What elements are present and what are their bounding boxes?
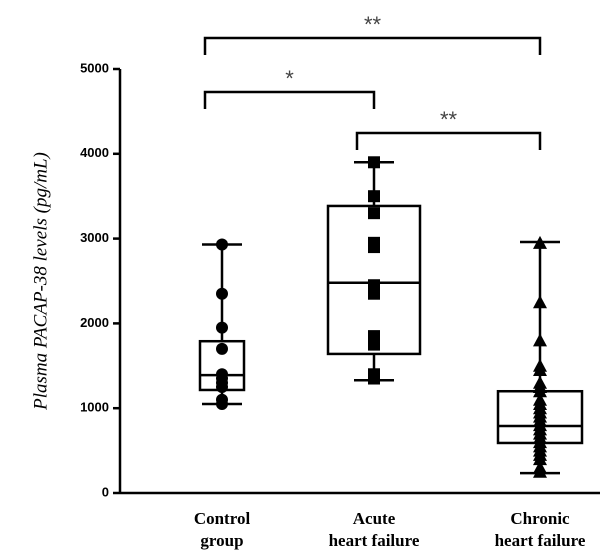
y-tick-label: 5000	[80, 60, 109, 75]
y-tick-label: 4000	[80, 145, 109, 160]
y-tick-label: 0	[102, 484, 109, 499]
point	[368, 241, 380, 254]
significance-bracket	[203, 36, 542, 55]
point	[216, 321, 228, 334]
point	[368, 372, 380, 385]
point	[216, 287, 228, 300]
y-axis-label: Plasma PACAP-38 levels (pg/mL)	[30, 152, 51, 411]
point	[533, 384, 547, 398]
point	[533, 464, 547, 478]
significance-bracket	[355, 131, 542, 150]
point	[533, 452, 547, 466]
point	[368, 338, 380, 351]
box	[326, 204, 422, 356]
point	[216, 381, 228, 393]
point	[216, 238, 228, 251]
y-tick-label: 1000	[80, 400, 109, 415]
point	[216, 342, 228, 355]
point	[368, 156, 380, 169]
significance-label: **	[440, 107, 458, 132]
point	[533, 295, 547, 309]
significance-label: *	[285, 66, 294, 91]
y-tick-label: 2000	[80, 315, 109, 330]
x-tick-label: Chronic heart failure	[494, 509, 586, 550]
point	[533, 235, 547, 249]
point	[368, 190, 380, 203]
x-tick-label: Control group	[193, 509, 251, 550]
significance-bracket	[203, 90, 376, 109]
point	[216, 397, 228, 410]
point	[368, 287, 380, 300]
point	[368, 207, 380, 220]
point	[533, 363, 547, 377]
point	[533, 333, 547, 347]
x-tick-label: Acute heart failure	[328, 509, 420, 550]
y-tick-label: 3000	[80, 230, 109, 245]
significance-label: **	[364, 12, 382, 37]
